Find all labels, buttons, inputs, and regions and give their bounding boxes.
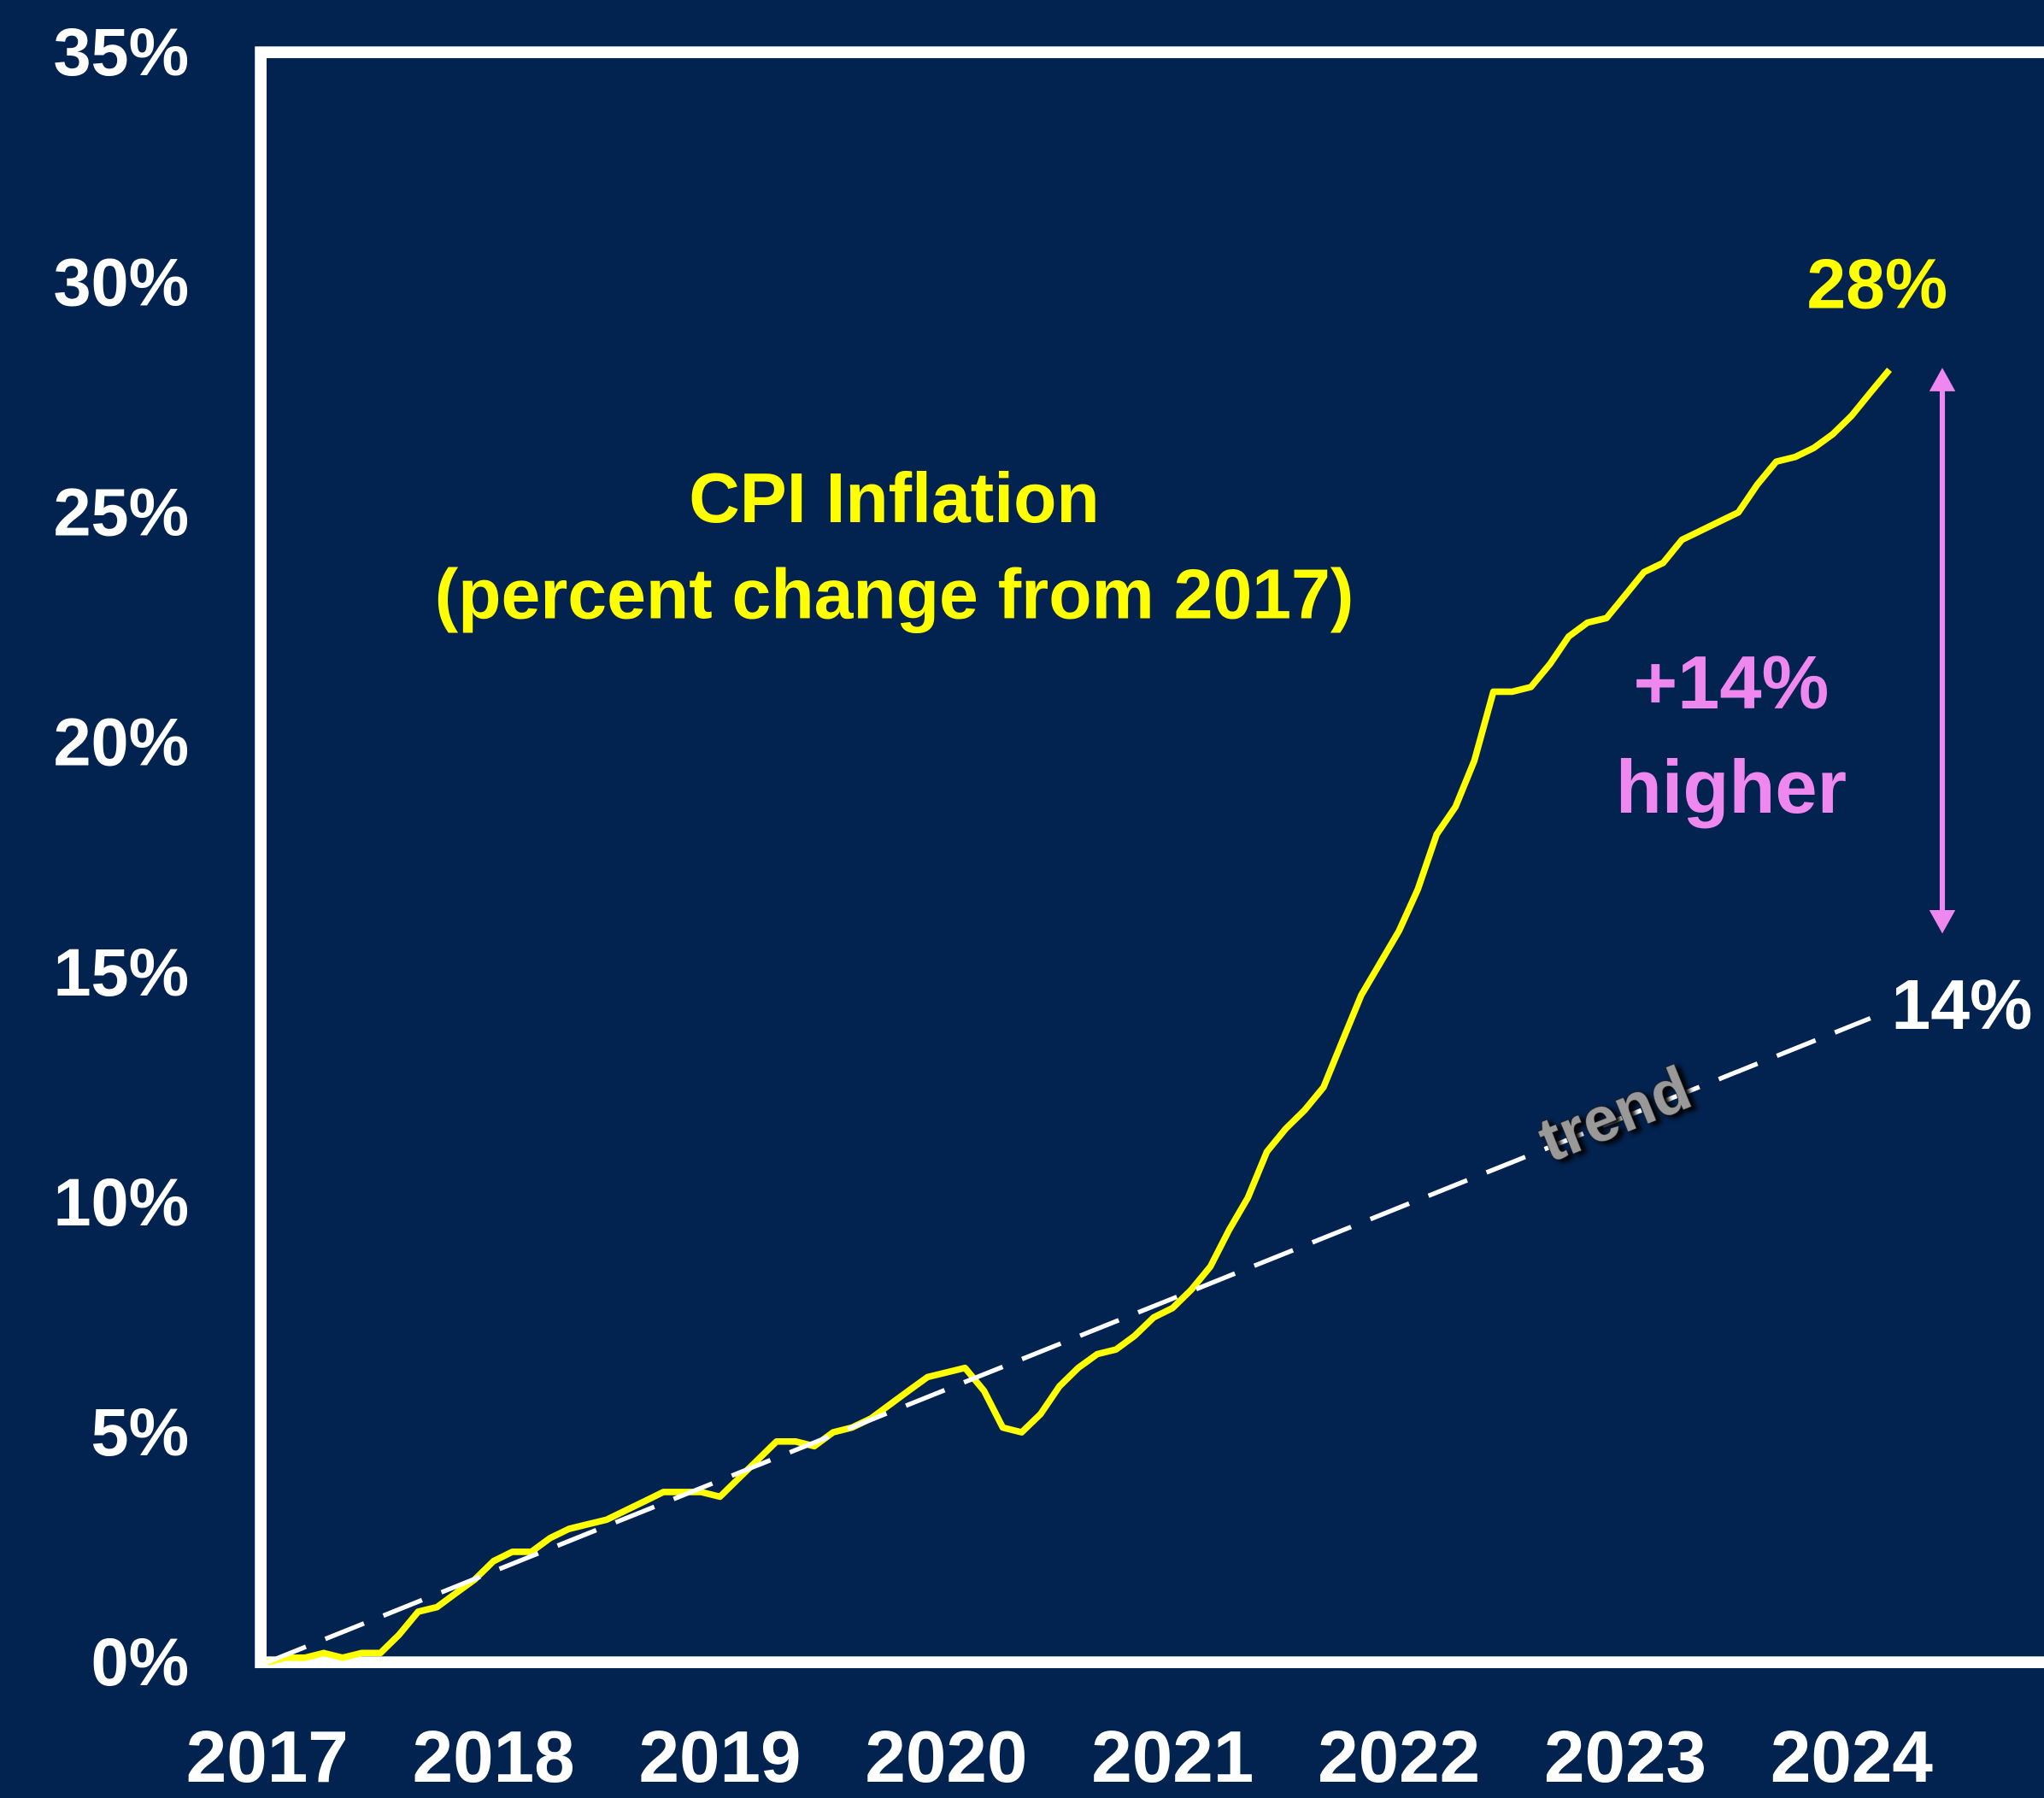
y-tick-label: 25% xyxy=(53,474,189,550)
y-tick-label: 0% xyxy=(91,1624,190,1700)
x-tick-label: 2021 xyxy=(1091,1717,1254,1798)
y-tick-label: 30% xyxy=(53,244,189,320)
x-tick-label: 2023 xyxy=(1544,1717,1706,1798)
annotation: +14% xyxy=(1634,640,1830,725)
annotation: 14% xyxy=(1891,966,2032,1044)
y-tick-label: 20% xyxy=(53,704,189,780)
x-tick-label: 2020 xyxy=(865,1717,1027,1798)
y-tick-label: 35% xyxy=(53,14,189,90)
chart-title: CPI Inflation xyxy=(689,459,1099,538)
y-tick-label: 10% xyxy=(53,1164,189,1240)
plot-frame xyxy=(255,46,2044,1669)
cpi-line xyxy=(266,367,1893,1666)
x-tick-label: 2024 xyxy=(1771,1717,1933,1798)
arrow-head xyxy=(1929,367,1956,391)
difference-arrow xyxy=(1929,367,1956,934)
y-tick-label: 5% xyxy=(91,1394,190,1470)
x-tick-label: 2019 xyxy=(638,1717,801,1798)
x-tick-label: 2022 xyxy=(1318,1717,1480,1798)
annotation: higher xyxy=(1616,744,1847,829)
annotation: 28% xyxy=(1806,245,1947,324)
trend-line xyxy=(266,1016,1871,1665)
arrow-head xyxy=(1929,909,1956,934)
y-tick-label: 15% xyxy=(53,934,189,1010)
x-tick-label: 2018 xyxy=(413,1717,575,1798)
x-tick-label: 2017 xyxy=(186,1717,349,1798)
chart-subtitle: (percent change from 2017) xyxy=(435,555,1354,634)
